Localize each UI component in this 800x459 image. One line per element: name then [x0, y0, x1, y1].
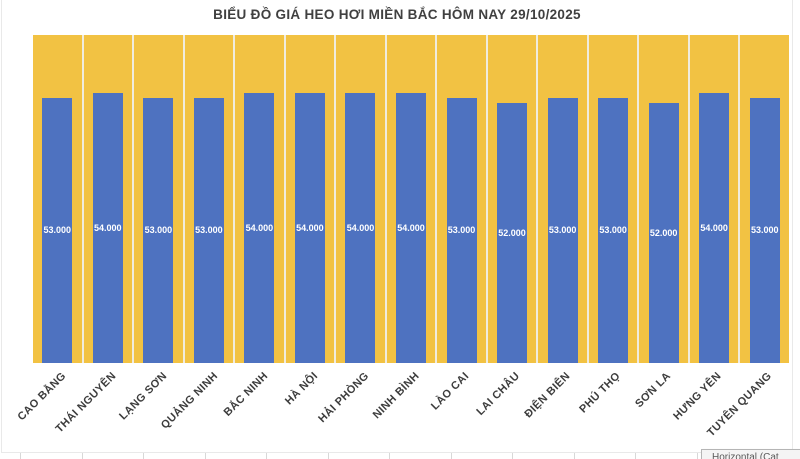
x-axis-label[interactable]: ĐIỆN BIÊN: [522, 370, 573, 421]
data-label: 53.000: [144, 225, 173, 236]
data-label: 53.000: [195, 225, 223, 236]
category-column[interactable]: 53.000: [184, 35, 236, 363]
price-bar[interactable]: 52.000: [497, 102, 528, 363]
plot-area[interactable]: 53.000 54.000 53.000 53.000 54.000 54.000 54.0…: [33, 35, 789, 363]
sheet-column-tick: [205, 453, 206, 459]
x-axis-label[interactable]: BẮC NINH: [221, 370, 271, 419]
data-label: 53.000: [447, 225, 476, 236]
x-axis-label[interactable]: HẢI PHÒNG: [315, 370, 372, 426]
data-label: 54.000: [346, 222, 375, 233]
category-column[interactable]: 54.000: [336, 35, 387, 363]
x-axis-label[interactable]: CAO BẰNG: [15, 370, 69, 424]
sheet-column-tick: [143, 453, 144, 459]
category-column[interactable]: 54.000: [689, 35, 741, 363]
x-axis-label[interactable]: HƯNG YÊN: [671, 370, 724, 423]
sheet-column-tick: [82, 453, 83, 459]
data-label: 53.000: [548, 225, 577, 236]
x-axis-label[interactable]: LAI CHÂU: [474, 370, 523, 418]
x-axis-label[interactable]: PHÚ THỌ: [577, 370, 624, 416]
sheet-column-tick: [20, 453, 21, 459]
data-label: 54.000: [296, 222, 324, 233]
category-column[interactable]: 52.000: [639, 35, 690, 363]
price-bar[interactable]: 53.000: [446, 97, 477, 363]
category-column[interactable]: 52.000: [487, 35, 539, 363]
category-column[interactable]: 53.000: [33, 35, 84, 363]
price-bar[interactable]: 54.000: [244, 92, 275, 363]
price-bar[interactable]: 54.000: [699, 92, 730, 363]
sheet-column-tick: [512, 453, 513, 459]
axis-hover-tooltip: Horizontal (Cat: [701, 449, 800, 459]
category-column[interactable]: 53.000: [538, 35, 589, 363]
price-bar[interactable]: 53.000: [143, 97, 174, 363]
price-bar[interactable]: 53.000: [749, 97, 780, 363]
category-column[interactable]: 54.000: [235, 35, 286, 363]
sheet-column-tick: [328, 453, 329, 459]
x-axis-label[interactable]: NINH BÌNH: [370, 370, 422, 422]
chart-card[interactable]: BIỂU ĐỒ GIÁ HEO HƠI MIỀN BẮC HÔM NAY 29/…: [1, 0, 793, 453]
category-column[interactable]: 53.000: [134, 35, 185, 363]
data-label: 52.000: [498, 227, 526, 238]
data-label: 53.000: [599, 225, 627, 236]
price-bar[interactable]: 52.000: [648, 102, 679, 363]
price-bar[interactable]: 53.000: [193, 97, 224, 363]
chart-title[interactable]: BIỂU ĐỒ GIÁ HEO HƠI MIỀN BẮC HÔM NAY 29/…: [213, 7, 581, 22]
sheet-column-tick: [451, 453, 452, 459]
category-column[interactable]: 54.000: [285, 35, 337, 363]
sheet-column-tick: [266, 453, 267, 459]
data-label: 52.000: [649, 227, 678, 238]
data-label: 54.000: [94, 222, 122, 233]
sheet-column-tick: [635, 453, 636, 459]
price-bar[interactable]: 53.000: [598, 97, 629, 363]
price-bar[interactable]: 54.000: [294, 92, 325, 363]
category-column[interactable]: 53.000: [437, 35, 488, 363]
price-bar[interactable]: 53.000: [547, 97, 578, 363]
x-axis-label[interactable]: LẠNG SƠN: [117, 370, 170, 423]
price-bar[interactable]: 53.000: [42, 97, 73, 363]
x-axis-label[interactable]: HÀ NỘI: [283, 370, 321, 408]
x-axis-label[interactable]: SƠN LA: [633, 370, 674, 411]
price-bar[interactable]: 54.000: [395, 92, 426, 363]
data-label: 54.000: [397, 222, 425, 233]
sheet-column-tick: [389, 453, 390, 459]
category-column[interactable]: 54.000: [386, 35, 438, 363]
category-column[interactable]: 53.000: [740, 35, 789, 363]
sheet-column-tick: [574, 453, 575, 459]
sheet-column-tick: [697, 453, 698, 459]
data-label: 54.000: [245, 222, 274, 233]
x-axis-label[interactable]: LÀO CAI: [429, 370, 472, 413]
price-bar[interactable]: 54.000: [345, 92, 376, 363]
category-column[interactable]: 53.000: [588, 35, 640, 363]
category-column[interactable]: 54.000: [83, 35, 135, 363]
data-label: 54.000: [700, 222, 728, 233]
data-label: 53.000: [43, 225, 72, 236]
price-bar[interactable]: 54.000: [92, 92, 123, 363]
data-label: 53.000: [750, 225, 779, 236]
